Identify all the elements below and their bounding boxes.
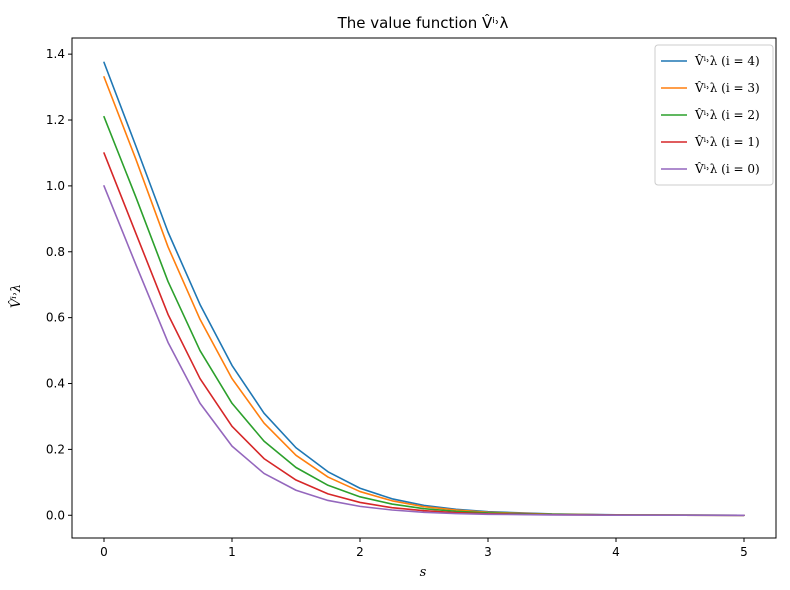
x-axis: 0 1 2 3 4 5 [100,538,748,559]
y-axis: 0.0 0.2 0.4 0.6 0.8 1.0 1.2 1.4 [46,47,72,522]
legend-entry-3: V̂ⁱ˒λ (i = 1) [694,134,760,149]
x-tick-label: 1 [228,545,236,559]
x-tick-label: 5 [740,545,748,559]
y-tick-label: 0.6 [46,311,65,325]
y-tick-label: 0.2 [46,442,65,456]
legend-entry-4: V̂ⁱ˒λ (i = 0) [694,161,760,176]
series-line-4 [103,185,745,517]
legend-entry-1: V̂ⁱ˒λ (i = 3) [694,80,760,95]
y-tick-label: 0.4 [46,377,65,391]
y-axis-label: V̂ⁱ˒λ [8,284,24,308]
legend-box [654,44,774,186]
plot-area [71,37,777,539]
y-tick-label: 0.8 [46,245,65,259]
x-tick-label: 2 [356,545,364,559]
y-tick-label: 1.0 [46,179,65,193]
legend: V̂ⁱ˒λ (i = 4) V̂ⁱ˒λ (i = 3) V̂ⁱ˒λ (i = 2) V… [654,44,774,186]
x-tick-label: 3 [484,545,492,559]
x-tick-label: 4 [612,545,620,559]
legend-entry-2: V̂ⁱ˒λ (i = 2) [694,107,760,122]
series-line-2 [103,115,745,517]
series-line-1 [103,76,745,517]
x-tick-label: 0 [100,545,108,559]
y-tick-label: 1.4 [46,47,65,61]
legend-entry-0: V̂ⁱ˒λ (i = 4) [694,53,760,68]
chart-title: The value function V̂ⁱ˒λ [337,13,509,32]
series-line-3 [103,152,745,517]
x-axis-label: s [420,565,427,580]
series-line-0 [103,61,745,517]
y-tick-label: 0.0 [46,508,65,522]
plot-frame [71,37,777,539]
y-tick-label: 1.2 [46,113,65,127]
